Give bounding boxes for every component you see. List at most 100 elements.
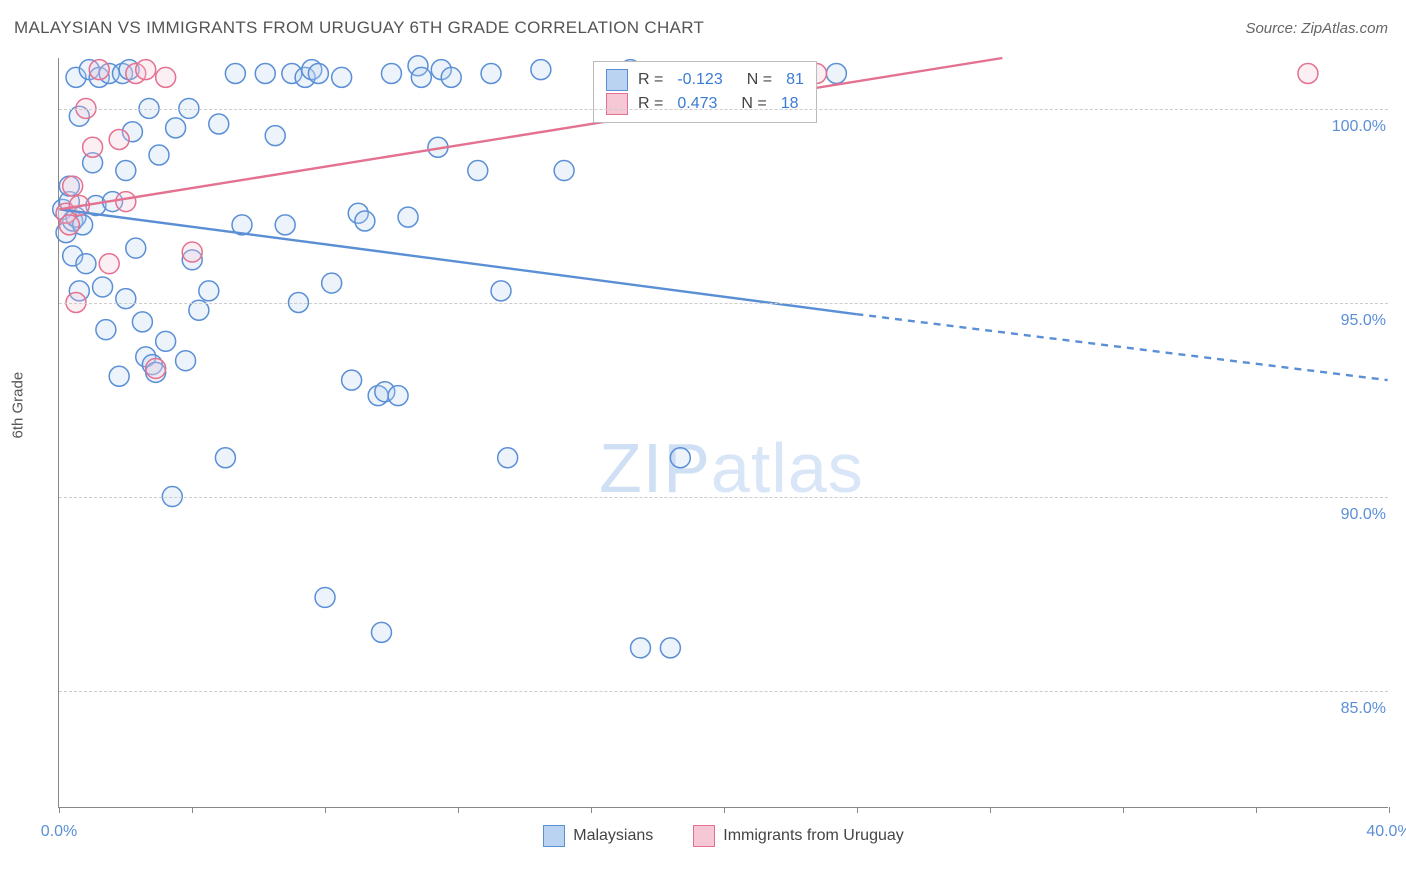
- malaysians-point: [481, 64, 501, 84]
- uruguay-point: [136, 60, 156, 80]
- malaysians-point: [308, 64, 328, 84]
- uruguay-point: [182, 242, 202, 262]
- x-tick-label: 40.0%: [1366, 823, 1406, 841]
- malaysians-point: [275, 215, 295, 235]
- y-tick-label: 95.0%: [1341, 312, 1390, 330]
- legend-item: Immigrants from Uruguay: [693, 825, 904, 847]
- x-tick: [59, 807, 60, 813]
- x-tick: [591, 807, 592, 813]
- y-tick-label: 85.0%: [1341, 700, 1390, 718]
- uruguay-point: [63, 176, 83, 196]
- malaysians-point: [554, 161, 574, 181]
- malaysians-point: [630, 638, 650, 658]
- uruguay-point: [116, 192, 136, 212]
- malaysians-point: [531, 60, 551, 80]
- plot-area: ZIPatlas R = -0.123 N = 81 R = 0.473 N =…: [58, 58, 1388, 808]
- gridline: [59, 691, 1388, 692]
- uruguay-point: [1298, 64, 1318, 84]
- malaysians-point: [116, 289, 136, 309]
- x-tick: [990, 807, 991, 813]
- gridline: [59, 497, 1388, 498]
- malaysians-point: [371, 622, 391, 642]
- x-tick: [1389, 807, 1390, 813]
- legend-swatch: [543, 825, 565, 847]
- x-tick: [1256, 807, 1257, 813]
- malaysians-point: [93, 277, 113, 297]
- legend-r-label: R =: [638, 92, 663, 116]
- x-tick: [325, 807, 326, 813]
- malaysians-point: [660, 638, 680, 658]
- malaysians-point: [109, 366, 129, 386]
- malaysians-point: [76, 254, 96, 274]
- malaysians-point: [265, 126, 285, 146]
- malaysians-point: [468, 161, 488, 181]
- correlation-legend: R = -0.123 N = 81 R = 0.473 N = 18: [593, 61, 817, 123]
- uruguay-point: [83, 137, 103, 157]
- malaysians-point: [132, 312, 152, 332]
- malaysians-point: [255, 64, 275, 84]
- malaysians-point: [322, 273, 342, 293]
- malaysians-point: [491, 281, 511, 301]
- legend-swatch: [606, 93, 628, 115]
- legend-n-label: N =: [747, 68, 772, 92]
- y-axis-label: 6th Grade: [10, 372, 27, 439]
- legend-swatch: [693, 825, 715, 847]
- malaysians-point: [332, 67, 352, 87]
- uruguay-point: [59, 215, 79, 235]
- legend-n-value: 81: [786, 68, 804, 92]
- malaysians-point: [116, 161, 136, 181]
- malaysians-point: [826, 64, 846, 84]
- uruguay-point: [89, 60, 109, 80]
- malaysians-point: [398, 207, 418, 227]
- malaysians-point: [176, 351, 196, 371]
- malaysians-point: [96, 320, 116, 340]
- gridline: [59, 109, 1388, 110]
- uruguay-point: [109, 130, 129, 150]
- uruguay-regression-line: [59, 58, 1002, 209]
- x-tick: [1123, 807, 1124, 813]
- legend-label: Immigrants from Uruguay: [723, 827, 904, 845]
- legend-row: R = 0.473 N = 18: [606, 92, 804, 116]
- gridline: [59, 303, 1388, 304]
- legend-n-value: 18: [781, 92, 799, 116]
- series-legend: Malaysians Immigrants from Uruguay: [59, 825, 1388, 847]
- malaysians-point: [411, 67, 431, 87]
- legend-swatch: [606, 69, 628, 91]
- malaysians-point: [209, 114, 229, 134]
- x-tick: [857, 807, 858, 813]
- malaysians-regression-dashed: [856, 314, 1387, 380]
- y-tick-label: 90.0%: [1341, 506, 1390, 524]
- x-tick: [724, 807, 725, 813]
- legend-item: Malaysians: [543, 825, 653, 847]
- uruguay-point: [156, 67, 176, 87]
- malaysians-point: [166, 118, 186, 138]
- malaysians-regression-line: [59, 209, 856, 314]
- malaysians-point: [381, 64, 401, 84]
- legend-r-value: -0.123: [677, 68, 722, 92]
- malaysians-point: [342, 370, 362, 390]
- chart-title: MALAYSIAN VS IMMIGRANTS FROM URUGUAY 6TH…: [14, 18, 704, 38]
- malaysians-point: [315, 587, 335, 607]
- malaysians-point: [498, 448, 518, 468]
- legend-n-label: N =: [741, 92, 766, 116]
- uruguay-point: [99, 254, 119, 274]
- malaysians-point: [156, 331, 176, 351]
- malaysians-point: [355, 211, 375, 231]
- legend-r-value: 0.473: [677, 92, 717, 116]
- malaysians-point: [215, 448, 235, 468]
- y-tick-label: 100.0%: [1332, 118, 1390, 136]
- malaysians-point: [225, 64, 245, 84]
- source-attribution: Source: ZipAtlas.com: [1245, 20, 1388, 37]
- x-tick: [458, 807, 459, 813]
- malaysians-point: [388, 386, 408, 406]
- x-tick: [192, 807, 193, 813]
- malaysians-point: [670, 448, 690, 468]
- chart-container: MALAYSIAN VS IMMIGRANTS FROM URUGUAY 6TH…: [0, 0, 1406, 892]
- plot-svg: [59, 58, 1388, 807]
- malaysians-point: [126, 238, 146, 258]
- legend-label: Malaysians: [573, 827, 653, 845]
- malaysians-point: [441, 67, 461, 87]
- legend-r-label: R =: [638, 68, 663, 92]
- uruguay-point: [146, 358, 166, 378]
- malaysians-point: [149, 145, 169, 165]
